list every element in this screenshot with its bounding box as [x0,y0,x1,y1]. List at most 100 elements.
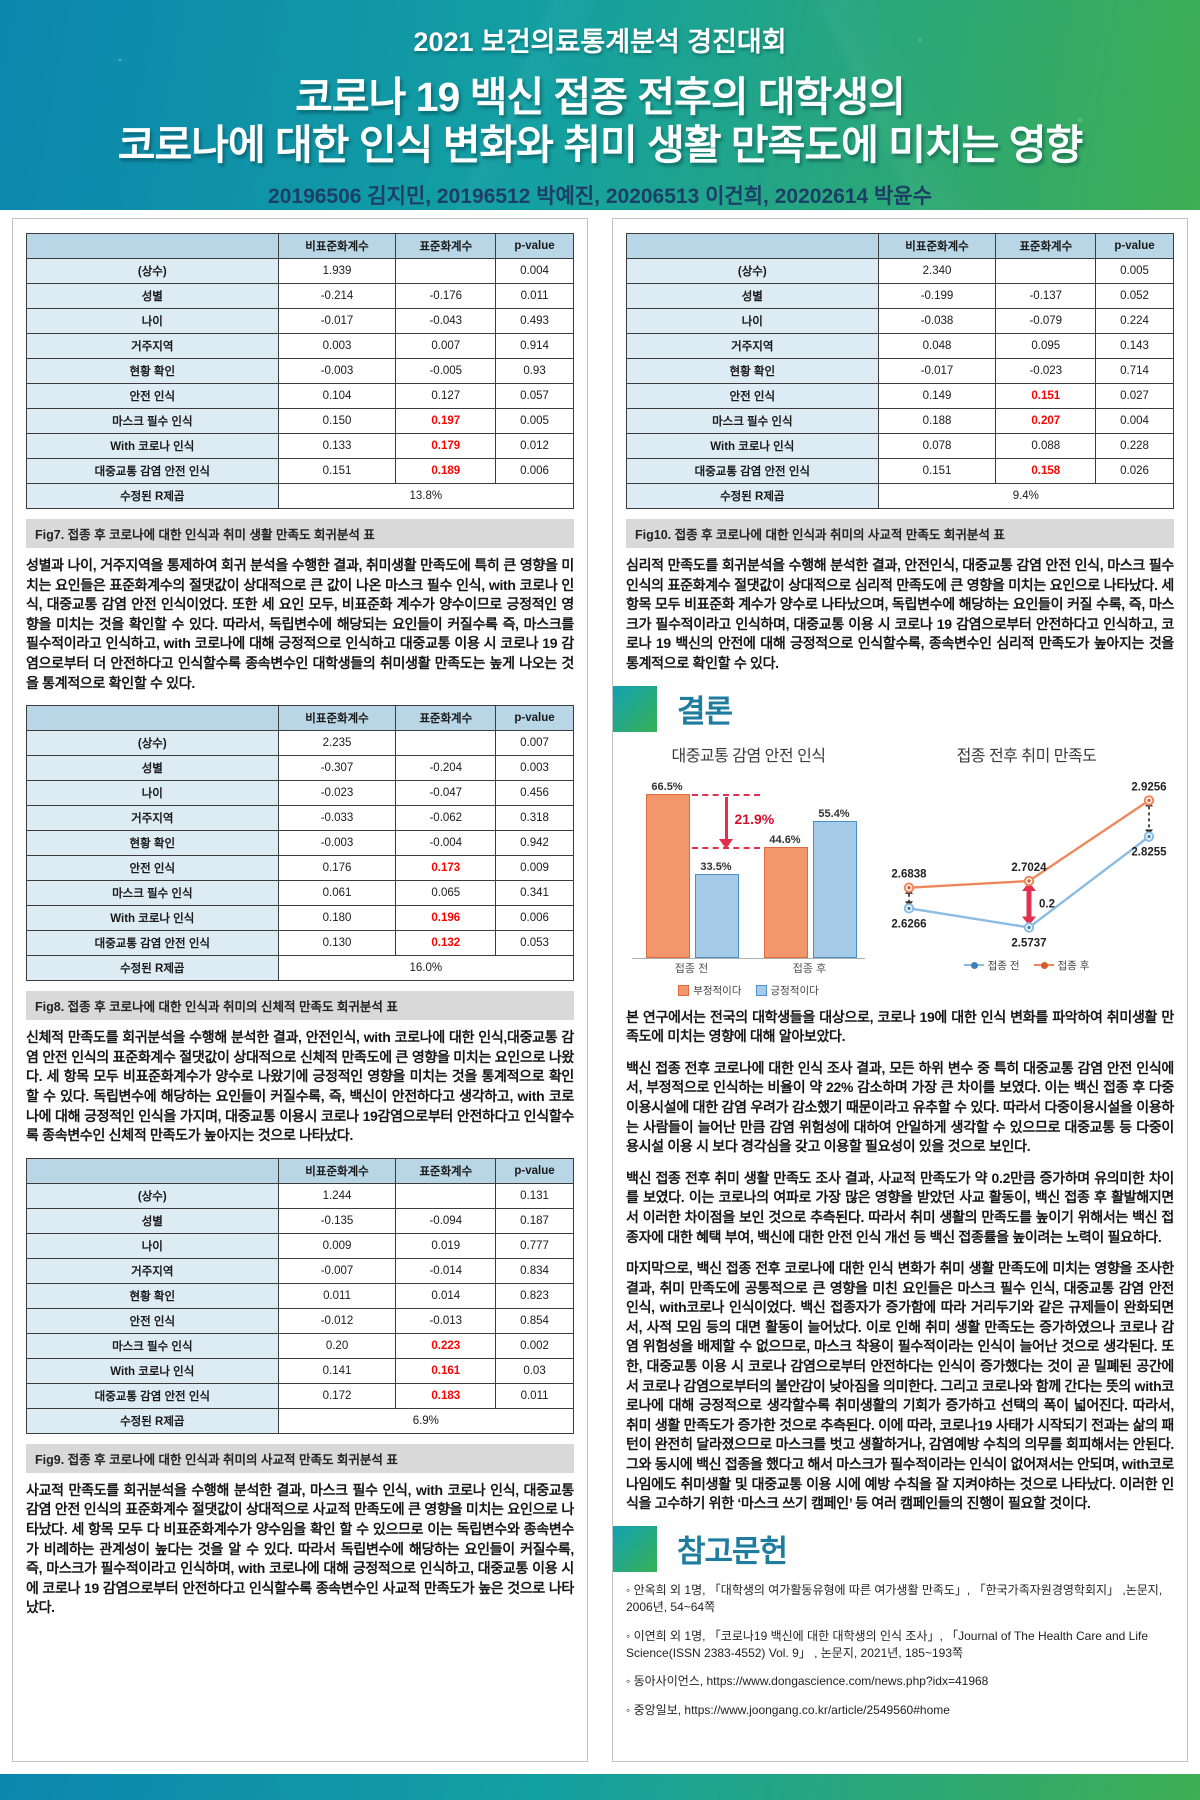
analysis-paragraph: 성별과 나이, 거주지역을 통제하여 회귀 분석을 수행한 결과, 취미생활 만… [26,557,574,691]
conclusion-paragraph: 마지막으로, 백신 접종 전후 코로나에 대한 인식 변화가 취미 생활 만족도… [626,1260,1174,1512]
table-row: 거주지역 0.003 0.007 0.914 [26,333,574,359]
right-column: 비표준화계수 표준화계수 p-value (상수) 2.340 0.005 성별 -0.199… [612,218,1188,1762]
svg-text:2.6266: 2.6266 [891,918,926,930]
table-row: 수정된 R제곱 16.0% [26,955,575,982]
regression-table-fig9: 비표준화계수 표준화계수 p-value (상수) 1.244 0.131 성별 -0.135… [26,1157,575,1434]
table-row: 현황 확인 -0.003 -0.004 0.942 [26,830,574,857]
regression-table-fig7: 비표준화계수 표준화계수 p-value (상수) 1.939 0.004 성별 -0.214… [26,233,575,509]
table-row: 마스크 필수 인식 0.061 0.065 0.341 [26,880,574,907]
table-row: 나이 -0.038 -0.079 0.224 [626,308,1174,334]
line-chart-svg: 0.2 2.6266 2.5737 2.8255 2.6838 2.7024 2.9256 [891,781,1167,949]
bar-value-label: 66.5% [651,781,683,794]
conclusion-paragraph: 본 연구에서는 전국의 대학생들을 대상으로, 코로나 19에 대한 인식 변화… [626,1008,1174,1045]
bottom-bar [0,1774,1200,1800]
legend-swatch-icon [678,984,690,996]
reference-item: ◦ 동아사이언스, https://www.dongascience.com/n… [626,1674,989,1689]
figure-caption: Fig8. 접종 후 코로나에 대한 인식과 취미의 신체적 만족도 회귀분석 … [26,991,574,1021]
regression-table: 비표준화계수 표준화계수 p-value (상수) 2.340 0.005 성별 -0.199… [626,233,1175,509]
reference-item: ◦ 이연희 외 1명, 「코로나19 백신에 대한 대학생의 인식 조사」, 「… [626,1628,1149,1660]
table-row: 안전 인식 0.149 0.151 0.027 [626,383,1174,409]
bar-chart: 대중교통 감염 안전 인식 66.5% 33.5% 접종 전 44.6% 55.4% 접종… [626,742,871,998]
regression-table: 비표준화계수 표준화계수 p-value (상수) 2.235 0.007 성별 -0.307… [26,705,575,982]
bar-value-label: 33.5% [700,861,732,874]
conclusion-section-heading: 결론 [613,685,1174,732]
bar [813,821,857,958]
legend-item: 긍정적이다 [755,983,819,998]
section-marker-icon [613,1525,657,1572]
figure-caption: Fig7. 접종 후 코로나에 대한 인식과 취미 생활 만족도 회귀분석 표 [26,519,574,548]
bar-chart-legend: 부정적이다 긍정적이다 [626,983,871,998]
bar [764,847,808,958]
analysis-paragraph: 신체적 만족도를 회귀분석을 수행해 분석한 결과, 안전인식, with 코로… [26,1029,574,1144]
analysis-paragraph: 심리적 만족도를 회귀분석을 수행해 분석한 결과, 안전인식, 대중교통 감염… [626,557,1174,671]
table-row: With 코로나 인식 0.078 0.088 0.228 [626,433,1174,459]
regression-table: 비표준화계수 표준화계수 p-value (상수) 1.244 0.131 성별 -0.135… [26,1157,575,1434]
table-row: 성별 -0.199 -0.137 0.052 [626,283,1174,309]
main-title: 코로나 19 백신 접종 전후의 대학생의 코로나에 대한 인식 변화와 취미 … [0,73,1200,170]
section-marker-icon [613,685,657,732]
regression-table-fig10: 비표준화계수 표준화계수 p-value (상수) 2.340 0.005 성별 -0.199… [626,233,1175,509]
svg-text:2.7024: 2.7024 [1011,862,1047,874]
competition-title: 2021 보건의료통계분석 경진대회 [413,27,787,57]
table-row: With 코로나 인식 0.180 0.196 0.006 [26,905,574,932]
svg-text:2.5737: 2.5737 [1011,937,1046,949]
table-row: 성별 -0.135 -0.094 0.187 [26,1207,574,1234]
table-row: 성별 -0.307 -0.204 0.003 [26,755,574,782]
analysis-paragraph: 사교적 만족도를 회귀분석을 수행해 분석한 결과, 마스크 필수 인식, wi… [26,1481,574,1616]
figure-caption: Fig10. 접종 후 코로나에 대한 인식과 취미의 사교적 만족도 회귀분석… [626,519,1174,548]
svg-text:0.2: 0.2 [1039,898,1055,910]
bar [695,874,739,958]
dashed-guide-line [692,794,760,797]
line-chart-title: 접종 전후 취미 만족도 [956,747,1097,765]
regression-table-fig8: 비표준화계수 표준화계수 p-value (상수) 2.235 0.007 성별 -0.307… [26,705,575,982]
table-row: 현황 확인 -0.003 -0.005 0.93 [26,358,574,384]
left-column: 비표준화계수 표준화계수 p-value (상수) 1.939 0.004 성별 -0.214… [12,218,588,1762]
table-row: 나이 -0.017 -0.043 0.493 [26,308,574,334]
main-title-line2: 코로나에 대한 인식 변화와 취미 생활 만족도에 미치는 영향 [117,122,1083,169]
table-row: 거주지역 -0.033 -0.062 0.318 [26,805,574,832]
figure-caption: Fig9. 접종 후 코로나에 대한 인식과 취미의 사교적 만족도 회귀분석 … [26,1443,574,1473]
decrease-annotation: 21.9% [734,810,775,827]
table-row: 마스크 필수 인식 0.20 0.223 0.002 [26,1332,574,1359]
line-chart: 접종 전후 취미 만족도 0.2 2.6266 2.5737 2.8255 2.6838… [879,742,1174,998]
table-row: (상수) 1.939 0.004 [26,258,574,284]
legend-item: 부정적이다 [678,983,742,998]
bar-value-label: 44.6% [769,834,801,847]
arrow-head-icon [719,839,733,850]
table-row: 수정된 R제곱 9.4% [626,483,1175,509]
table-row: 대중교통 감염 안전 인식 0.151 0.189 0.006 [26,458,574,484]
table-row: 마스크 필수 인식 0.150 0.197 0.005 [26,408,574,434]
table-row: 대중교통 감염 안전 인식 0.130 0.132 0.053 [26,930,574,957]
table-row: 성별 -0.214 -0.176 0.011 [26,283,574,309]
reference-item: ◦ 중앙일보, https://www.joongang.co.kr/artic… [626,1702,950,1717]
table-row: 안전 인식 0.176 0.173 0.009 [26,855,574,882]
bar-chart-title: 대중교통 감염 안전 인식 [671,747,826,765]
table-row: 대중교통 감염 안전 인식 0.151 0.158 0.026 [626,458,1174,484]
table-row: With 코로나 인식 0.141 0.161 0.03 [26,1357,574,1384]
table-row: 안전 인식 -0.012 -0.013 0.854 [26,1307,574,1334]
table-row: 안전 인식 0.104 0.127 0.057 [26,383,574,409]
table-row: (상수) 2.340 0.005 [626,258,1174,284]
legend-line-icon [1033,961,1054,969]
bar-category-label: 접종 전 [674,962,709,975]
svg-text:2.8255: 2.8255 [1131,846,1167,858]
table-row: 마스크 필수 인식 0.188 0.207 0.004 [626,408,1174,434]
decrease-arrow [724,797,728,841]
bar-category-label: 접종 후 [792,962,827,975]
conclusion-paragraph: 백신 접종 전후 취미 생활 만족도 조사 결과, 사교적 만족도가 약 0.2… [626,1169,1174,1245]
conclusion-paragraph: 백신 접종 전후 코로나에 대한 인식 조사 결과, 모든 하위 변수 중 특히… [626,1059,1174,1155]
charts-row: 대중교통 감염 안전 인식 66.5% 33.5% 접종 전 44.6% 55.4% 접종… [626,742,1174,998]
conclusion-heading-text: 결론 [677,694,733,730]
table-row: 거주지역 0.048 0.095 0.143 [626,333,1174,359]
bar [646,794,690,958]
svg-text:2.6838: 2.6838 [891,868,927,880]
table-row: 현황 확인 0.011 0.014 0.823 [26,1282,574,1309]
table-row: With 코로나 인식 0.133 0.179 0.012 [26,433,574,459]
bar-value-label: 55.4% [818,808,850,821]
legend-item: 접종 전 [963,958,1020,973]
table-row: (상수) 2.235 0.007 [26,730,574,757]
legend-swatch-icon [755,984,767,996]
content-area: 비표준화계수 표준화계수 p-value (상수) 1.939 0.004 성별 -0.214… [12,218,1188,1762]
table-row: 대중교통 감염 안전 인식 0.172 0.183 0.011 [26,1382,574,1409]
